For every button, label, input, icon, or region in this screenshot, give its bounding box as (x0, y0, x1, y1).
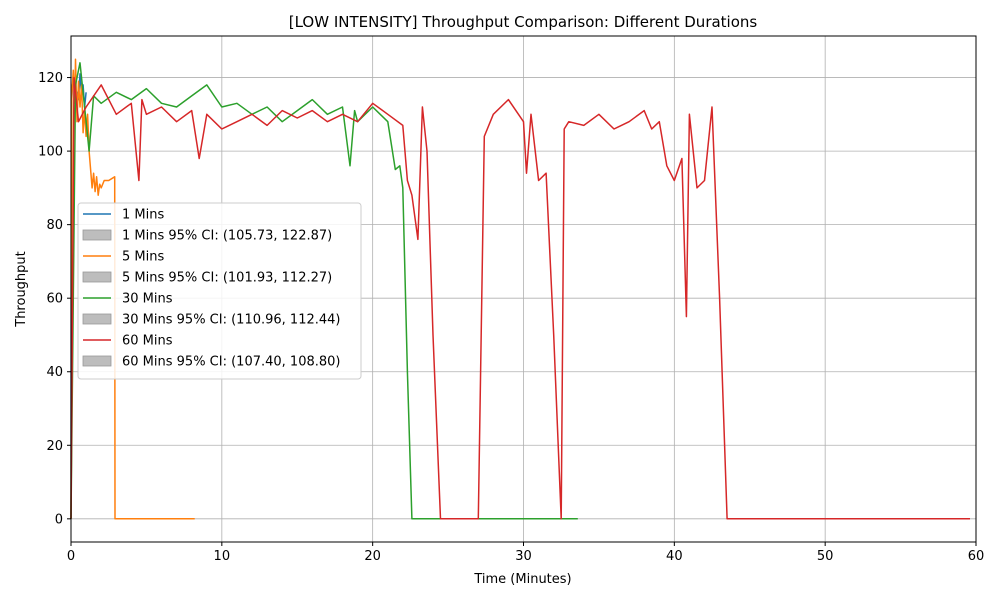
chart-title: [LOW INTENSITY] Throughput Comparison: D… (289, 13, 758, 31)
x-axis-label: Time (Minutes) (473, 572, 571, 587)
legend-box (77, 202, 362, 380)
legend-ci-label: 60 Mins 95% CI: (107.40, 108.80) (122, 355, 340, 370)
legend-series-label: 30 Mins (122, 292, 173, 307)
y-tick-label: 40 (46, 365, 63, 380)
y-axis-label: Throughput (14, 251, 29, 328)
legend-series-label: 5 Mins (122, 250, 164, 265)
x-tick-label: 20 (364, 549, 381, 564)
grid-lines (70, 36, 977, 542)
y-tick-label: 0 (55, 512, 63, 527)
series-line-2 (70, 62, 578, 520)
y-tick-label: 120 (38, 71, 63, 86)
legend-ci-label: 30 Mins 95% CI: (110.96, 112.44) (122, 313, 340, 328)
y-axis-ticks: 0 20 40 60 80 100 120 (38, 71, 71, 527)
x-tick-label: 60 (968, 549, 985, 564)
legend-ci-swatch (82, 355, 112, 367)
series-layer (70, 58, 970, 520)
legend-ci-swatch (82, 271, 112, 283)
legend-ci-label: 5 Mins 95% CI: (101.93, 112.27) (122, 271, 332, 286)
legend-series-label: 60 Mins (122, 334, 173, 349)
y-tick-label: 20 (46, 439, 63, 454)
y-tick-label: 80 (46, 218, 63, 233)
legend: 1 Mins 1 Mins 95% CI: (105.73, 122.87) 5 M… (77, 202, 362, 380)
x-tick-label: 40 (666, 549, 683, 564)
x-tick-label: 0 (67, 549, 75, 564)
x-tick-label: 50 (817, 549, 834, 564)
y-tick-label: 100 (38, 145, 63, 160)
series-line-3 (70, 76, 970, 520)
x-tick-label: 10 (214, 549, 231, 564)
legend-series-label: 1 Mins (122, 208, 164, 223)
x-tick-label: 30 (515, 549, 532, 564)
y-tick-label: 60 (46, 292, 63, 307)
legend-ci-swatch (82, 313, 112, 325)
x-axis-ticks: 0 10 20 30 40 50 60 (67, 542, 984, 564)
legend-ci-label: 1 Mins 95% CI: (105.73, 122.87) (122, 229, 332, 244)
legend-ci-swatch (82, 229, 112, 241)
